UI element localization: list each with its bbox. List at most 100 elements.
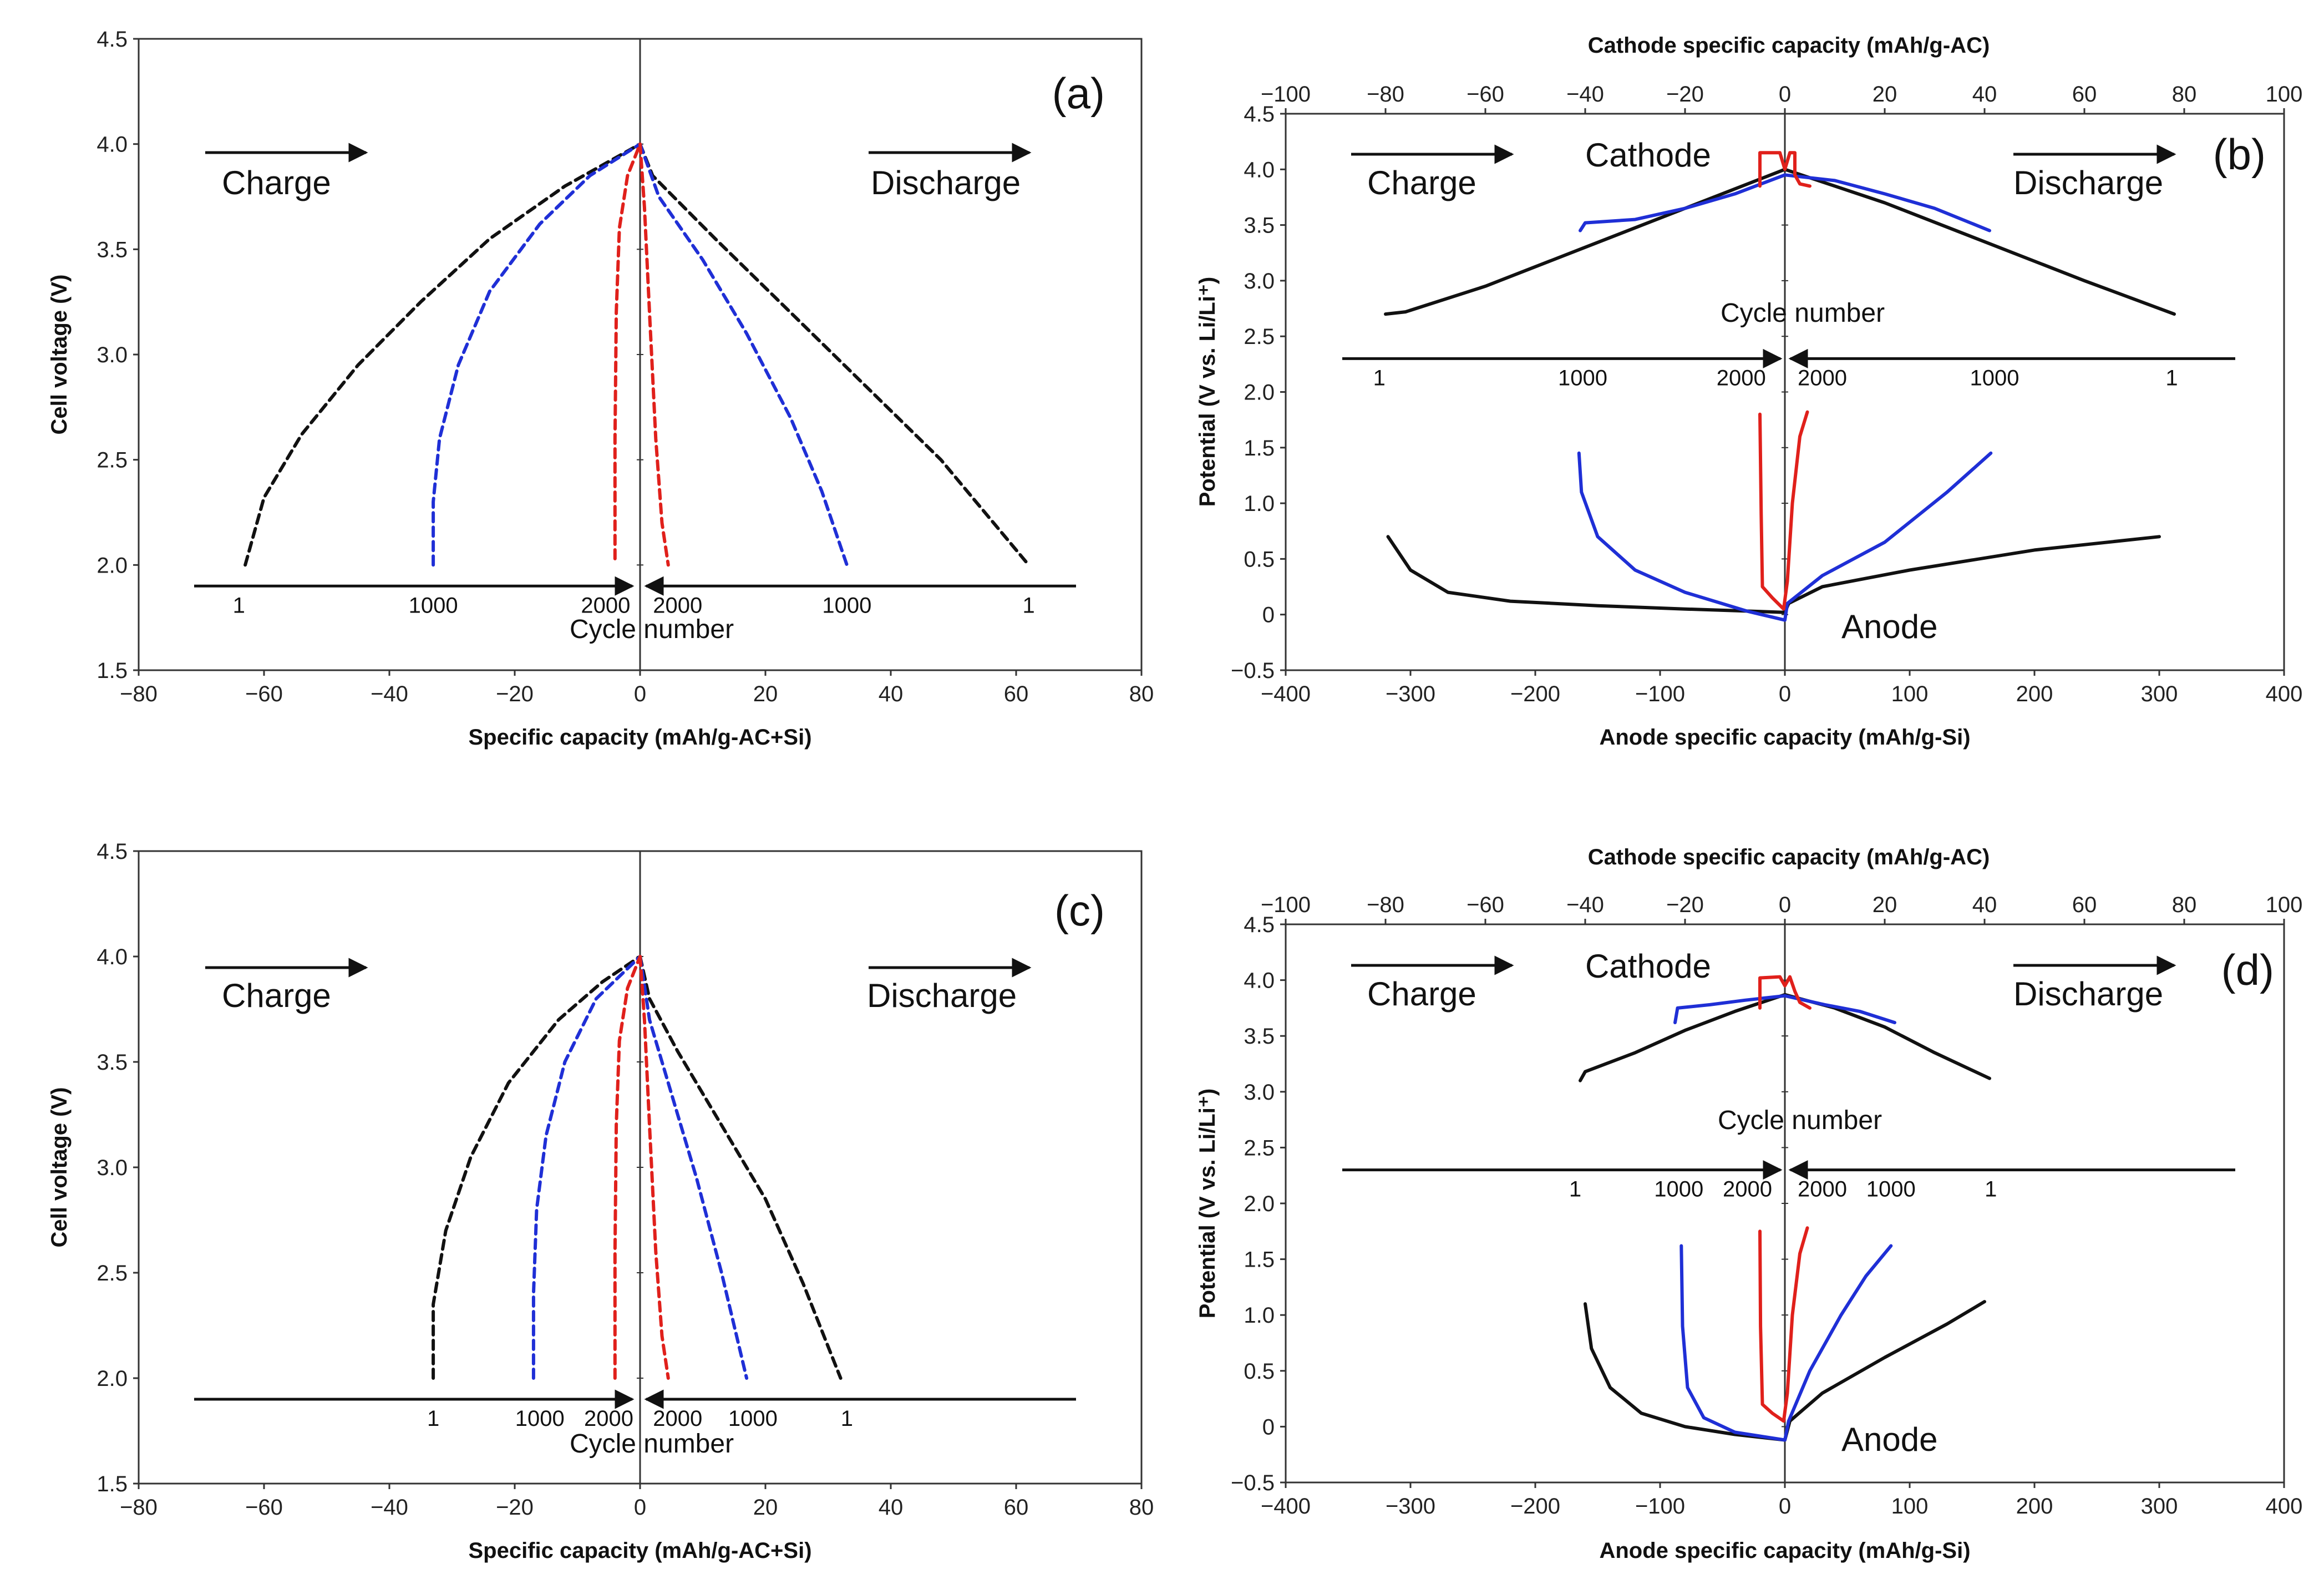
- x-tick-label: −200: [1510, 682, 1560, 706]
- y-tick-label: 4.5: [97, 839, 128, 864]
- y-tick-label: 4.0: [97, 945, 128, 969]
- y-tick-label: 1.0: [1244, 492, 1275, 516]
- y-tick-label: 2.5: [97, 448, 128, 473]
- y-tick-label: 1.0: [1244, 1303, 1275, 1328]
- series-line: [613, 955, 642, 1380]
- x-tick-label: 0: [1779, 1494, 1791, 1519]
- y-tick-label: 0: [1262, 1415, 1275, 1439]
- series-line: [1758, 410, 1809, 611]
- discharge-label: Discharge: [2013, 164, 2163, 201]
- cycle-tick-label: 1: [1569, 1177, 1581, 1202]
- cycle-number-label: Cycle number: [570, 615, 734, 644]
- x-tick-label: −20: [496, 682, 534, 706]
- x2-tick-label: −100: [1261, 893, 1311, 917]
- x-tick-label: −60: [245, 1495, 283, 1520]
- x2-tick-label: 100: [2266, 893, 2303, 917]
- x-tick-label: 80: [1129, 682, 1154, 706]
- y-tick-label: 0.5: [1244, 547, 1275, 571]
- y-tick-label: 3.0: [1244, 1080, 1275, 1105]
- series-line: [638, 142, 670, 567]
- series-line: [243, 142, 642, 567]
- panel-label: (b): [2213, 130, 2266, 179]
- series-line: [1673, 994, 1896, 1025]
- y-tick-label: 0: [1262, 603, 1275, 627]
- cycle-tick-label: 1000: [1866, 1177, 1916, 1202]
- discharge-label: Discharge: [871, 164, 1021, 201]
- cycle-tick-label: 2000: [1798, 366, 1847, 390]
- y-tick-label: −0.5: [1231, 1471, 1275, 1495]
- panel-d: −400 −300 −200 −100 0 100 200 300 400−100 −80 −60−…: [1195, 845, 2302, 1563]
- cycle-tick-label: 1000: [515, 1406, 565, 1431]
- y-tick-label: 3.0: [97, 1156, 128, 1180]
- y-axis-title: Cell voltage (V): [47, 1087, 72, 1248]
- x-tick-label: −100: [1635, 682, 1685, 706]
- x2-tick-label: −80: [1367, 893, 1404, 917]
- x-tick-label: 0: [634, 682, 646, 706]
- series-line: [1758, 975, 1811, 1010]
- cycle-tick-label: 2000: [1717, 366, 1766, 390]
- x-tick-label: −100: [1635, 1494, 1685, 1519]
- x-tick-label: 40: [879, 682, 904, 706]
- series-line: [1758, 1226, 1809, 1423]
- x-tick-label: 400: [2266, 682, 2303, 706]
- y-tick-label: 0.5: [1244, 1359, 1275, 1384]
- panel-c: −80 −60 −40 −20 0 20 40 60 80 1.5 2.0 2.5 3.0 3.5 4.0 4…: [47, 839, 1154, 1563]
- x-tick-label: −40: [371, 682, 408, 706]
- y-tick-label: 2.0: [1244, 381, 1275, 405]
- x2-tick-label: 40: [1972, 893, 1997, 917]
- x2-tick-label: 80: [2172, 82, 2197, 107]
- panel-label: (c): [1054, 886, 1105, 935]
- charge-label: Charge: [1367, 975, 1476, 1013]
- x-axis-title: Anode specific capacity (mAh/g-Si): [1599, 1538, 1970, 1563]
- x-tick-label: 80: [1129, 1495, 1154, 1520]
- y-tick-label: 4.5: [97, 27, 128, 52]
- cycle-tick-label: 2000: [581, 593, 630, 618]
- panel-a: −80 −60 −40 −20 0 20 40 60 80 1.5 2.0 2.5 3.0 3.5 4.0 4…: [47, 27, 1154, 750]
- x2-tick-label: −20: [1666, 893, 1704, 917]
- y-tick-label: 3.5: [1244, 1024, 1275, 1049]
- discharge-label: Discharge: [2013, 975, 2163, 1013]
- y-tick-label: 1.5: [1244, 436, 1275, 460]
- y-tick-label: 4.0: [1244, 158, 1275, 182]
- x-tick-label: 60: [1004, 1495, 1029, 1520]
- series-line: [1384, 168, 2176, 316]
- series-line: [531, 955, 642, 1380]
- cathode-label: Cathode: [1585, 948, 1711, 985]
- y-axis-title: Potential (V vs. Li/Li⁺): [1195, 277, 1220, 507]
- anode-label: Anode: [1841, 1421, 1938, 1458]
- panel-label: (d): [2221, 945, 2274, 994]
- x2-tick-label: 80: [2172, 893, 2197, 917]
- y-tick-label: 4.5: [1244, 913, 1275, 937]
- cycle-number-label: Cycle number: [1721, 298, 1885, 328]
- x-tick-label: 20: [753, 1495, 778, 1520]
- x-tick-label: 0: [634, 1495, 646, 1520]
- y-axis-title: Cell voltage (V): [47, 275, 72, 435]
- y-tick-label: 1.5: [1244, 1248, 1275, 1272]
- cycle-tick-label: 1: [427, 1406, 439, 1431]
- x-tick-label: 200: [2016, 1494, 2053, 1519]
- panel-label: (a): [1052, 69, 1105, 118]
- y-tick-label: 2.5: [1244, 325, 1275, 349]
- x2-tick-label: −40: [1566, 82, 1604, 107]
- x-tick-label: 300: [2141, 1494, 2178, 1519]
- x2-tick-label: 60: [2072, 82, 2097, 107]
- cathode-label: Cathode: [1585, 136, 1711, 174]
- cycle-number-label: Cycle number: [570, 1429, 734, 1459]
- cycle-tick-label: 2000: [1723, 1177, 1772, 1202]
- x-tick-label: 400: [2266, 1494, 2303, 1519]
- cycle-tick-label: 1: [1373, 366, 1386, 390]
- series-line: [638, 955, 843, 1380]
- y-tick-label: 3.5: [97, 237, 128, 262]
- x2-tick-label: −80: [1367, 82, 1404, 107]
- series-line: [638, 955, 749, 1380]
- series-line: [1386, 535, 2161, 614]
- series-line: [432, 142, 642, 567]
- x2-tick-label: 20: [1873, 82, 1897, 107]
- y-tick-label: 2.0: [97, 1367, 128, 1391]
- anode-label: Anode: [1841, 608, 1938, 645]
- x-tick-label: 20: [753, 682, 778, 706]
- cycle-tick-label: 1000: [1558, 366, 1607, 390]
- cycle-tick-label: 1: [1985, 1177, 1997, 1202]
- x-tick-label: 300: [2141, 682, 2178, 706]
